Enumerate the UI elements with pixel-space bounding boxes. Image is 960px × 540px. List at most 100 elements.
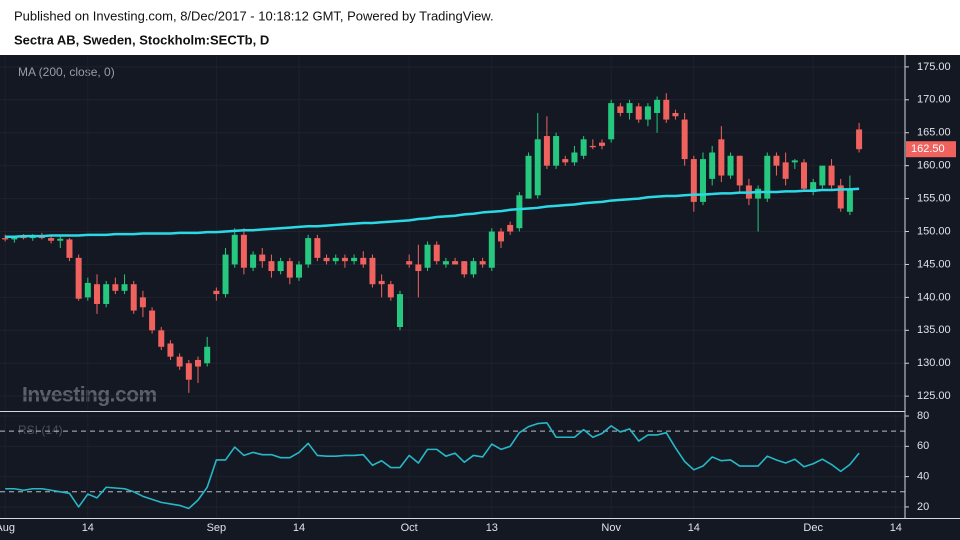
candle-body: [442, 261, 449, 265]
candle-body: [185, 363, 192, 380]
header-background: [0, 0, 960, 55]
candle-body: [837, 185, 844, 209]
x-tick-label: 14: [293, 522, 305, 534]
indicator-line: [5, 422, 860, 510]
last-value-box: [906, 141, 956, 158]
x-tick-label: 14: [82, 522, 94, 534]
x-tick-label: Nov: [601, 522, 621, 534]
y-tick-label: 170.00: [917, 94, 951, 106]
candle-body: [452, 261, 459, 265]
candle-body: [461, 261, 468, 275]
rsi-label: RSI (14): [18, 423, 63, 437]
candle-body: [819, 165, 826, 186]
candle-body: [856, 129, 863, 150]
candle-body: [176, 356, 183, 367]
candle-body: [112, 284, 119, 291]
candle-body: [158, 330, 165, 347]
candle-body: [2, 238, 9, 240]
candle-body: [94, 284, 100, 304]
candle-body: [369, 257, 376, 285]
y-tick-label: 80: [917, 410, 929, 422]
candle-body: [415, 264, 422, 272]
candle-body: [231, 234, 238, 265]
y-tick-label: 145.00: [917, 258, 951, 270]
x-tick-label: 14: [890, 522, 902, 534]
candle-body: [755, 188, 762, 199]
candle-body: [332, 257, 339, 262]
candle-body: [589, 145, 596, 148]
y-tick-label: 140.00: [917, 291, 951, 303]
candle-body: [424, 244, 431, 268]
candle-body: [48, 238, 55, 241]
y-tick-label: 40: [917, 471, 929, 483]
candle-body: [654, 99, 661, 113]
y-tick-label: 60: [917, 440, 929, 452]
candle-body: [580, 139, 587, 156]
candle-body: [360, 257, 367, 265]
candle-body: [553, 136, 560, 166]
candle-body: [828, 165, 835, 186]
x-tick-label: Aug: [0, 522, 15, 534]
candle-body: [782, 162, 789, 179]
x-tick-label: Sep: [207, 522, 227, 534]
watermark: Investing.com: [22, 384, 157, 407]
candle-body: [690, 159, 697, 202]
candle-body: [672, 112, 679, 117]
candle-body: [259, 254, 266, 262]
candle-body: [507, 224, 514, 232]
candle-body: [277, 261, 284, 272]
y-tick-label: 135.00: [917, 324, 951, 336]
candle-body: [406, 261, 413, 265]
candle-body: [11, 236, 18, 240]
candle-body: [635, 106, 642, 120]
candle-body: [498, 231, 504, 242]
y-tick-label: 175.00: [917, 61, 951, 73]
candle-body: [323, 257, 330, 262]
candle-body: [791, 160, 798, 163]
candle-body: [516, 195, 523, 229]
candle-body: [764, 155, 771, 199]
candle-body: [84, 282, 91, 298]
candle-body: [562, 159, 569, 163]
candle-body: [314, 238, 321, 258]
y-tick-label: 130.00: [917, 357, 951, 369]
candle-body: [626, 103, 633, 113]
candle-body: [305, 238, 312, 265]
candle-body: [681, 119, 688, 160]
candle-body: [736, 155, 743, 186]
candle-body: [296, 264, 302, 278]
candle-body: [663, 99, 670, 120]
candle-body: [250, 254, 257, 268]
last-value-label: 162.50: [911, 143, 945, 155]
candle-body: [644, 106, 651, 120]
candle-body: [167, 343, 174, 357]
candle-body: [571, 152, 578, 163]
candle-body: [718, 139, 725, 176]
candle-body: [810, 182, 817, 193]
x-tick-label: 13: [486, 522, 498, 534]
candle-body: [387, 284, 394, 298]
candle-body: [268, 261, 275, 272]
candle-body: [727, 155, 734, 176]
candle-body: [397, 294, 403, 328]
candle-body: [433, 244, 440, 262]
candle-body: [121, 284, 128, 291]
candle-body: [130, 284, 137, 311]
candle-body: [543, 136, 550, 166]
chart-title: Sectra AB, Sweden, Stockholm:SECTb, D: [14, 32, 269, 47]
candle-body: [20, 236, 27, 239]
candle-body: [608, 103, 615, 140]
candle-body: [149, 310, 156, 331]
x-tick-label: Dec: [803, 522, 823, 534]
y-tick-label: 165.00: [917, 127, 951, 139]
x-tick-label: Oct: [401, 522, 418, 534]
candle-body: [195, 359, 201, 367]
candle-body: [773, 155, 780, 166]
y-tick-label: 160.00: [917, 160, 951, 172]
candle-body: [341, 257, 348, 262]
indicator-line: [5, 187, 860, 239]
candle-body: [240, 234, 247, 268]
candle-body: [525, 155, 532, 199]
candle-body: [139, 297, 146, 308]
